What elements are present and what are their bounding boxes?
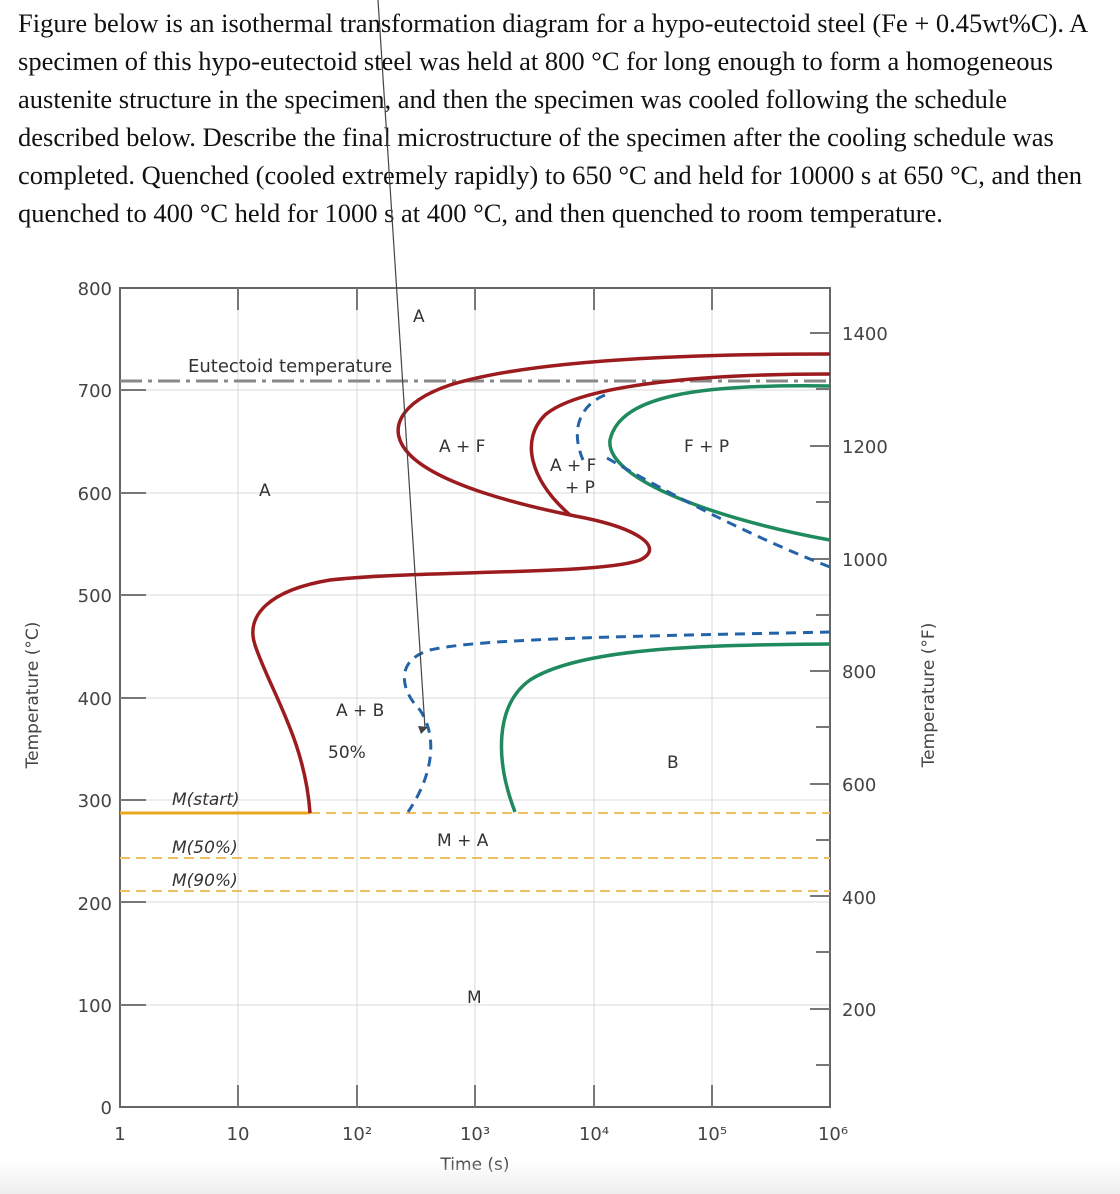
fifty-arrow — [377, 0, 426, 729]
tick-label: 1 — [114, 1124, 125, 1145]
arrowhead-icon — [418, 726, 428, 734]
axis-ticks — [120, 288, 830, 1107]
tick-label: 800 — [842, 662, 876, 683]
region-f-plus-p: F + P — [684, 437, 729, 457]
grid — [120, 288, 830, 1107]
start-curve — [251, 352, 831, 814]
tick-label: 10⁴ — [579, 1124, 609, 1145]
tick-label: 500 — [78, 586, 112, 607]
x-tick-labels: 1 10 10² 10³ 10⁴ 10⁵ 10⁶ — [114, 1124, 848, 1145]
tick-label: 600 — [842, 775, 876, 796]
right-tick-labels: 200 400 600 800 1000 1200 1400 — [842, 324, 888, 1021]
finish-curve-upper — [608, 384, 831, 542]
region-m: M — [467, 988, 482, 1008]
tick-label: 10⁵ — [697, 1124, 727, 1145]
tick-label: 200 — [842, 1000, 876, 1021]
tick-label: 10⁶ — [818, 1124, 848, 1145]
tick-label: 100 — [78, 996, 112, 1017]
start-curve-inner — [529, 372, 831, 517]
tick-label: 10 — [227, 1124, 250, 1145]
tick-label: 1000 — [842, 550, 888, 571]
tick-label: 300 — [78, 791, 112, 812]
tick-label: 800 — [78, 279, 112, 300]
tick-label: 1200 — [842, 437, 888, 458]
tick-label: 1400 — [842, 324, 888, 345]
tick-label: 400 — [842, 888, 876, 909]
tick-label: 400 — [78, 689, 112, 710]
region-a-left: A — [259, 481, 271, 501]
region-a-plus-b: A + B — [336, 701, 384, 721]
bottom-fade — [0, 1160, 1120, 1194]
y-axis-left-label: Temperature (°C) — [23, 622, 43, 770]
m-start-label: M(start) — [172, 790, 240, 810]
m-90-label: M(90%) — [172, 871, 238, 891]
fifty-percent-curve-upper-a — [575, 393, 606, 461]
tick-label: 200 — [78, 894, 112, 915]
y-axis-right-label: Temperature (°F) — [919, 623, 939, 769]
region-a-plus-f: A + F — [439, 437, 485, 457]
eutectoid-label: Eutectoid temperature — [188, 356, 392, 377]
fifty-percent-curve-lower — [402, 630, 831, 813]
tick-label: 10³ — [460, 1124, 490, 1145]
region-a-top: A — [413, 307, 425, 327]
region-a-f-p-line1: A + F — [550, 456, 596, 476]
left-tick-labels: 0 100 200 300 400 500 600 700 800 — [78, 279, 112, 1119]
fifty-percent-label: 50% — [328, 743, 366, 763]
finish-curve-lower — [499, 642, 831, 813]
tick-label: 10² — [342, 1124, 372, 1145]
question-text: Figure below is an isothermal transforma… — [18, 8, 1087, 228]
tick-label: 0 — [101, 1098, 112, 1119]
region-a-f-p-line2: + P — [565, 478, 595, 498]
tick-label: 600 — [78, 484, 112, 505]
region-m-plus-a: M + A — [437, 831, 489, 851]
tick-label: 700 — [78, 381, 112, 402]
fifty-percent-curve-upper-b — [606, 456, 831, 569]
m-50-label: M(50%) — [172, 838, 238, 858]
region-b: B — [667, 753, 679, 773]
